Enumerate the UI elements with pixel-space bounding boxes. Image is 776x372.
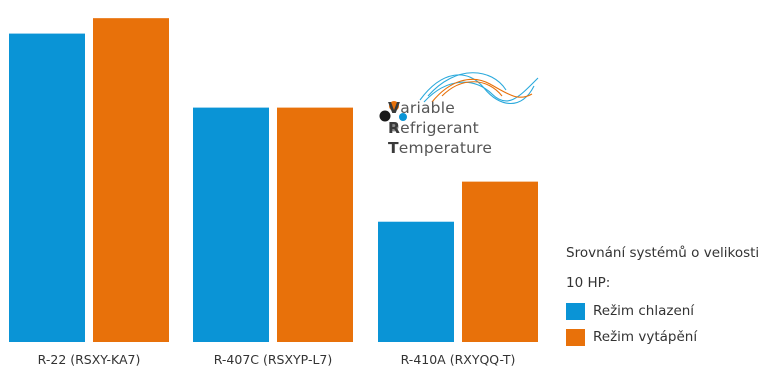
bar-heating-0 xyxy=(93,18,169,343)
bar-cooling-2 xyxy=(378,221,454,342)
x-tick-labels: R-22 (RSXY-KA7) R-407C (RSXYP-L7) R-410A (… xyxy=(38,352,516,367)
x-tick-label-0: R-22 (RSXY-KA7) xyxy=(38,352,141,367)
bar-heating-2 xyxy=(462,181,538,342)
logo-line-temperature: Temperature xyxy=(388,139,493,157)
logo-dot-blue xyxy=(399,113,407,121)
legend-title-line2: 10 HP: xyxy=(566,275,611,291)
legend-swatch-cooling xyxy=(566,302,585,320)
legend-label-cooling: Režim chlazení xyxy=(593,303,695,319)
vrt-logo-text: Variable Refrigerant Temperature xyxy=(388,98,492,158)
legend-swatch-heating xyxy=(566,328,585,346)
logo-dot-orange xyxy=(389,101,399,111)
x-tick-label-1: R-407C (RSXYP-L7) xyxy=(214,352,333,367)
logo-line-variable: Variable xyxy=(388,99,455,117)
legend: Srovnání systémů o velikosti 10 HP: Reži… xyxy=(566,238,766,350)
legend-label-heating: Režim vytápění xyxy=(593,329,698,345)
bar-cooling-0 xyxy=(9,33,85,343)
logo-line-refrigerant: Refrigerant xyxy=(388,119,479,137)
x-tick-label-2: R-410A (RXYQQ-T) xyxy=(401,352,516,367)
legend-item-heating: Režim vytápění xyxy=(566,324,766,350)
bar-heating-1 xyxy=(277,107,353,342)
logo-dot-gray xyxy=(389,122,399,132)
logo-dot-black xyxy=(379,110,391,122)
vrt-logo xyxy=(379,72,539,132)
legend-title-line1: Srovnání systémů o velikosti xyxy=(566,245,760,261)
bar-cooling-1 xyxy=(193,107,269,342)
bars-group xyxy=(9,18,538,343)
legend-item-cooling: Režim chlazení xyxy=(566,298,766,324)
